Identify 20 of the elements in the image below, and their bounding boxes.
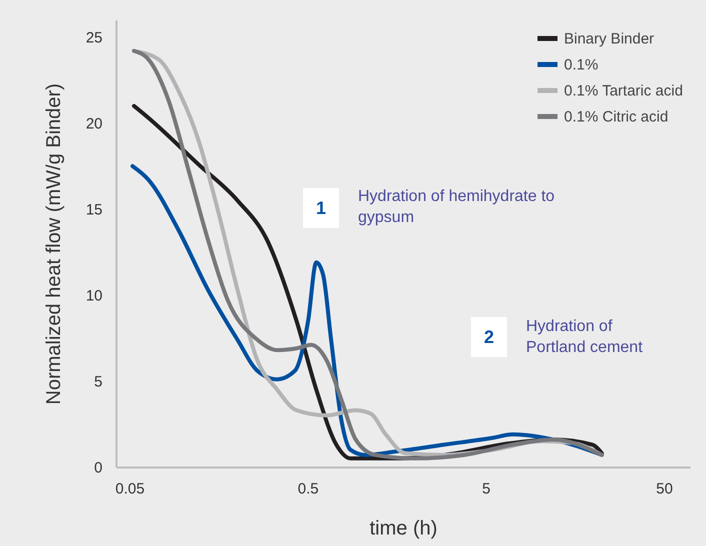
y-tick-label: 10 bbox=[86, 288, 102, 305]
legend-label: 0.1% Tartaric acid bbox=[564, 82, 683, 100]
annotation: Hydration of Portland cement bbox=[526, 317, 643, 358]
annotation: Hydration of hemihydrate to gypsum bbox=[358, 187, 555, 228]
legend-label: 0.1% Citric acid bbox=[564, 108, 668, 126]
legend-label: 0.1% bbox=[564, 56, 598, 74]
y-tick-label: 25 bbox=[86, 30, 102, 47]
y-tick-label: 0 bbox=[94, 460, 102, 476]
y-tick-label: 15 bbox=[86, 202, 102, 219]
x-tick-label: 0.5 bbox=[298, 480, 319, 498]
legend-label: Binary Binder bbox=[564, 30, 654, 48]
x-axis-title: time (h) bbox=[370, 518, 438, 540]
y-tick-label: 5 bbox=[94, 374, 102, 391]
x-tick-label: 50 bbox=[656, 480, 673, 498]
x-tick-label: 0.05 bbox=[115, 480, 145, 498]
x-tick-label: 5 bbox=[482, 480, 490, 498]
number-box: 2 bbox=[471, 317, 507, 357]
y-tick-label: 20 bbox=[86, 116, 102, 133]
y-axis-title: Normalized heat flow (mW/g Binder) bbox=[42, 83, 65, 405]
number-box: 1 bbox=[303, 188, 339, 228]
